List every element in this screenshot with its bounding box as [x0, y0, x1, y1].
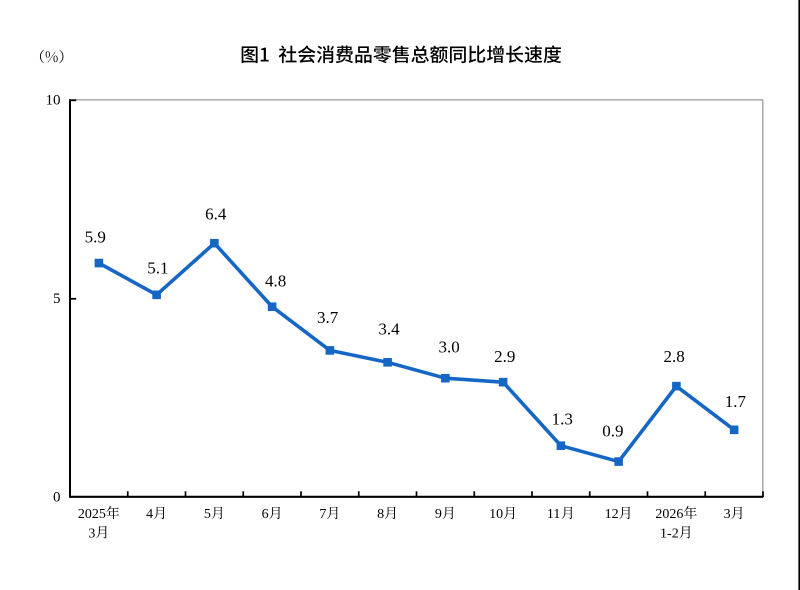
svg-text:0.9: 0.9	[602, 421, 623, 440]
svg-text:2.8: 2.8	[664, 347, 685, 366]
svg-text:3: 3	[724, 507, 731, 522]
svg-text:4.8: 4.8	[265, 271, 286, 290]
svg-text:3: 3	[88, 526, 95, 541]
svg-text:5.9: 5.9	[85, 227, 106, 246]
svg-text:3.7: 3.7	[317, 308, 339, 327]
svg-text:9: 9	[435, 507, 442, 522]
svg-text:6.4: 6.4	[205, 204, 227, 223]
svg-text:5.1: 5.1	[147, 258, 168, 277]
svg-text:5: 5	[53, 291, 61, 307]
svg-text:12: 12	[605, 507, 619, 522]
svg-text:3.0: 3.0	[438, 338, 459, 357]
svg-text:6: 6	[262, 507, 269, 522]
svg-text:10: 10	[489, 507, 503, 522]
svg-text:5: 5	[204, 507, 211, 522]
svg-text:7: 7	[319, 507, 326, 522]
svg-text:10: 10	[46, 93, 61, 109]
svg-text:2025: 2025	[78, 507, 106, 522]
svg-text:4: 4	[146, 507, 153, 522]
svg-text:2.9: 2.9	[494, 347, 515, 366]
svg-text:3.4: 3.4	[378, 319, 400, 338]
svg-text:1.7: 1.7	[725, 392, 747, 411]
svg-text:11: 11	[547, 507, 560, 522]
svg-text:1.3: 1.3	[552, 409, 573, 428]
svg-text:8: 8	[377, 507, 384, 522]
svg-text:1-2: 1-2	[660, 526, 679, 541]
svg-text:2026: 2026	[655, 507, 683, 522]
svg-text:0: 0	[53, 490, 61, 506]
